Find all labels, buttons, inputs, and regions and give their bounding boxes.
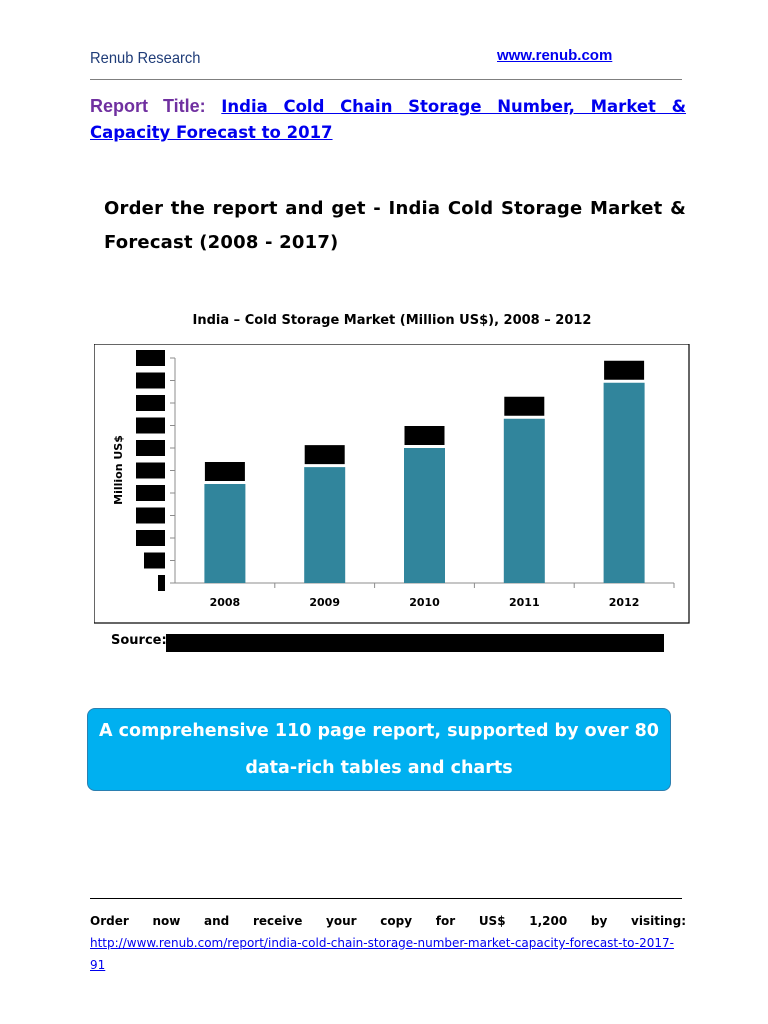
bar-2011 [503,418,545,583]
footer-text: Order now and receive your copy for US$ … [90,914,686,928]
y-tick-label-redacted [136,462,165,479]
header-divider [90,79,682,80]
report-title-link[interactable]: India Cold Chain Storage Number, Market … [90,97,687,142]
bar-2008 [204,484,246,583]
x-tick-label-2009: 2009 [309,596,340,609]
bar-2009 [304,467,346,583]
brand-name: Renub Research [90,50,201,67]
y-tick-label-redacted [136,440,165,456]
data-label-redacted-2012 [604,360,645,380]
x-tick-label-2008: 2008 [210,596,241,609]
y-tick-label-redacted [136,530,165,546]
y-tick-label-redacted [136,417,165,434]
chart-title: India – Cold Storage Market (Million US$… [192,313,592,328]
footer-order-text: Order now and receive your copy for US$ … [90,910,686,976]
bar-2010 [404,448,445,583]
data-label-redacted-2008 [204,462,245,481]
source-label: Source: [111,633,167,648]
y-tick-label-redacted [136,395,165,411]
report-banner: A comprehensive 110 page report, support… [87,708,671,791]
report-title-block: Report Title: India Cold Chain Storage N… [90,93,686,146]
x-tick-label-2012: 2012 [609,596,640,609]
y-tick-label-redacted [136,485,165,501]
y-tick-label-redacted [136,350,165,366]
data-label-redacted-2010 [404,426,445,445]
bar-2012 [603,382,645,583]
y-axis-label: Million US$ [112,435,125,505]
y-tick-label-redacted [136,372,165,389]
report-title-label: Report Title: [90,96,206,116]
bar-chart: Million US$ 2008 2009 2010 2011 2012 [94,344,690,624]
banner-line-1: A comprehensive 110 page report, support… [99,721,659,741]
y-tick-label-redacted [144,552,165,569]
footer-divider [90,898,682,899]
banner-line-2: data-rich tables and charts [245,758,513,778]
y-tick-label-redacted [158,575,165,591]
data-label-redacted-2009 [304,445,345,465]
order-heading: Order the report and get - India Cold St… [104,198,686,253]
x-tick-label-2011: 2011 [509,596,540,609]
chart-frame [94,344,690,624]
source-redaction [166,634,664,652]
x-tick-label-2010: 2010 [409,596,440,609]
website-link[interactable]: www.renub.com [497,47,613,64]
data-label-redacted-2011 [504,396,545,416]
y-tick-label-redacted [136,507,165,524]
footer-report-link[interactable]: http://www.renub.com/report/india-cold-c… [90,936,674,972]
